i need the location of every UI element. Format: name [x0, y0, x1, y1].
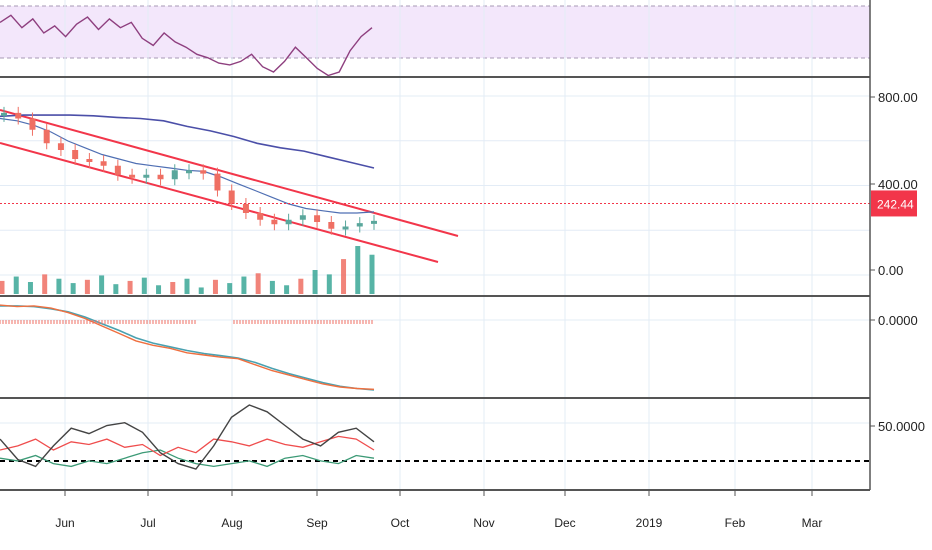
candle-body — [371, 220, 377, 224]
volume-bar — [255, 273, 261, 294]
time-axis-tick-label: Jun — [55, 516, 74, 530]
volume-bar — [326, 274, 332, 294]
volume-bar — [269, 280, 275, 294]
time-axis-tick-label: Oct — [391, 516, 410, 530]
channel-lower-line — [0, 142, 439, 263]
macd-signal-line — [0, 305, 375, 391]
candle-body — [171, 170, 178, 180]
candle-body — [15, 112, 22, 119]
volume-bar — [284, 285, 290, 294]
panel-dividers — [0, 76, 870, 491]
indicator-axis-tick-label: 50.0000 — [878, 419, 925, 434]
candle-body — [257, 213, 264, 220]
price-axis-tick-label: 800.00 — [878, 90, 918, 105]
volume-bars — [0, 246, 375, 294]
channel-upper-line — [0, 109, 459, 237]
rsi-line — [0, 14, 373, 77]
volume-bar — [70, 283, 76, 294]
volume-bar — [56, 278, 62, 294]
time-axis-tick-label: Dec — [554, 516, 575, 530]
indicator-axis-tick-label: 0.0000 — [878, 313, 918, 328]
candle-body — [314, 215, 321, 222]
candle-body — [271, 219, 278, 225]
time-axis-tick-label: Nov — [473, 516, 494, 530]
volume-bar — [13, 276, 19, 294]
candle-body — [186, 170, 192, 174]
candle-body — [242, 204, 249, 213]
dmi-adx-line — [0, 404, 375, 470]
candle-body — [214, 173, 221, 191]
time-axis-tick-label: Mar — [802, 516, 823, 530]
time-axis-tick-label: Feb — [725, 516, 746, 530]
rsi-overbought-band — [0, 6, 870, 58]
candle-body — [200, 170, 207, 174]
macd-panel — [0, 304, 375, 391]
volume-bar — [127, 280, 133, 294]
candle-body — [285, 219, 292, 225]
time-axis-tick-label: Aug — [221, 516, 242, 530]
volume-bar — [27, 282, 33, 294]
candle-body — [57, 143, 64, 150]
candle-body — [72, 150, 79, 159]
candle-body — [157, 174, 164, 180]
price-axis-tick-label: 400.00 — [878, 177, 918, 192]
candle-body — [100, 161, 107, 166]
short-moving-average-line — [0, 117, 375, 214]
candle-body — [29, 118, 36, 130]
candle-body — [356, 223, 363, 227]
volume-bar — [42, 274, 48, 294]
candle-body — [86, 159, 93, 162]
price-panel — [0, 106, 459, 263]
time-axis-tick-label: Sep — [306, 516, 328, 530]
macd-line — [0, 304, 375, 390]
volume-bar — [312, 270, 318, 294]
grid-lines — [0, 0, 870, 490]
volume-bar — [241, 276, 247, 294]
time-axis-labels: Jun Jul Aug Sep Oct Nov Dec 2019 Feb Mar — [55, 490, 822, 530]
volume-bar — [113, 284, 119, 294]
candle-body — [114, 165, 121, 175]
candle-body — [129, 174, 136, 178]
candle-body — [43, 129, 50, 144]
volume-bar — [212, 279, 218, 294]
candle-body — [342, 226, 349, 230]
volume-bar — [0, 280, 5, 294]
candle-body — [143, 174, 150, 178]
candle-body — [299, 215, 306, 220]
rsi-panel — [0, 14, 373, 77]
volume-bar — [198, 287, 204, 294]
candle-body — [328, 222, 335, 229]
volume-bar — [141, 277, 147, 294]
dmi-panel — [0, 404, 870, 470]
volume-bar — [341, 259, 347, 294]
last-price-tag-background — [871, 190, 917, 217]
volume-bar — [227, 283, 233, 294]
volume-bar — [369, 254, 375, 294]
volume-bar — [99, 275, 105, 294]
candle-body — [228, 190, 235, 204]
volume-bar — [84, 279, 90, 294]
candle-body — [1, 112, 7, 116]
last-price-value: 242.44 — [877, 197, 914, 211]
volume-bar — [298, 278, 304, 294]
price-axis-tick-label: 0.00 — [878, 263, 903, 278]
last-price-tag: 242.44 — [871, 190, 917, 217]
dmi-plus-line — [0, 435, 375, 457]
volume-bar — [184, 278, 190, 294]
volume-bar — [170, 282, 176, 294]
volume-bar — [355, 246, 361, 294]
time-axis-tick-label: 2019 — [636, 516, 663, 530]
dmi-minus-line — [0, 449, 375, 468]
long-moving-average-line — [0, 114, 375, 169]
price-axis-labels: 800.00 400.00 0.00 0.0000 50.0000 — [870, 90, 925, 434]
time-axis-tick-label: Jul — [140, 516, 155, 530]
volume-bar — [156, 285, 162, 294]
